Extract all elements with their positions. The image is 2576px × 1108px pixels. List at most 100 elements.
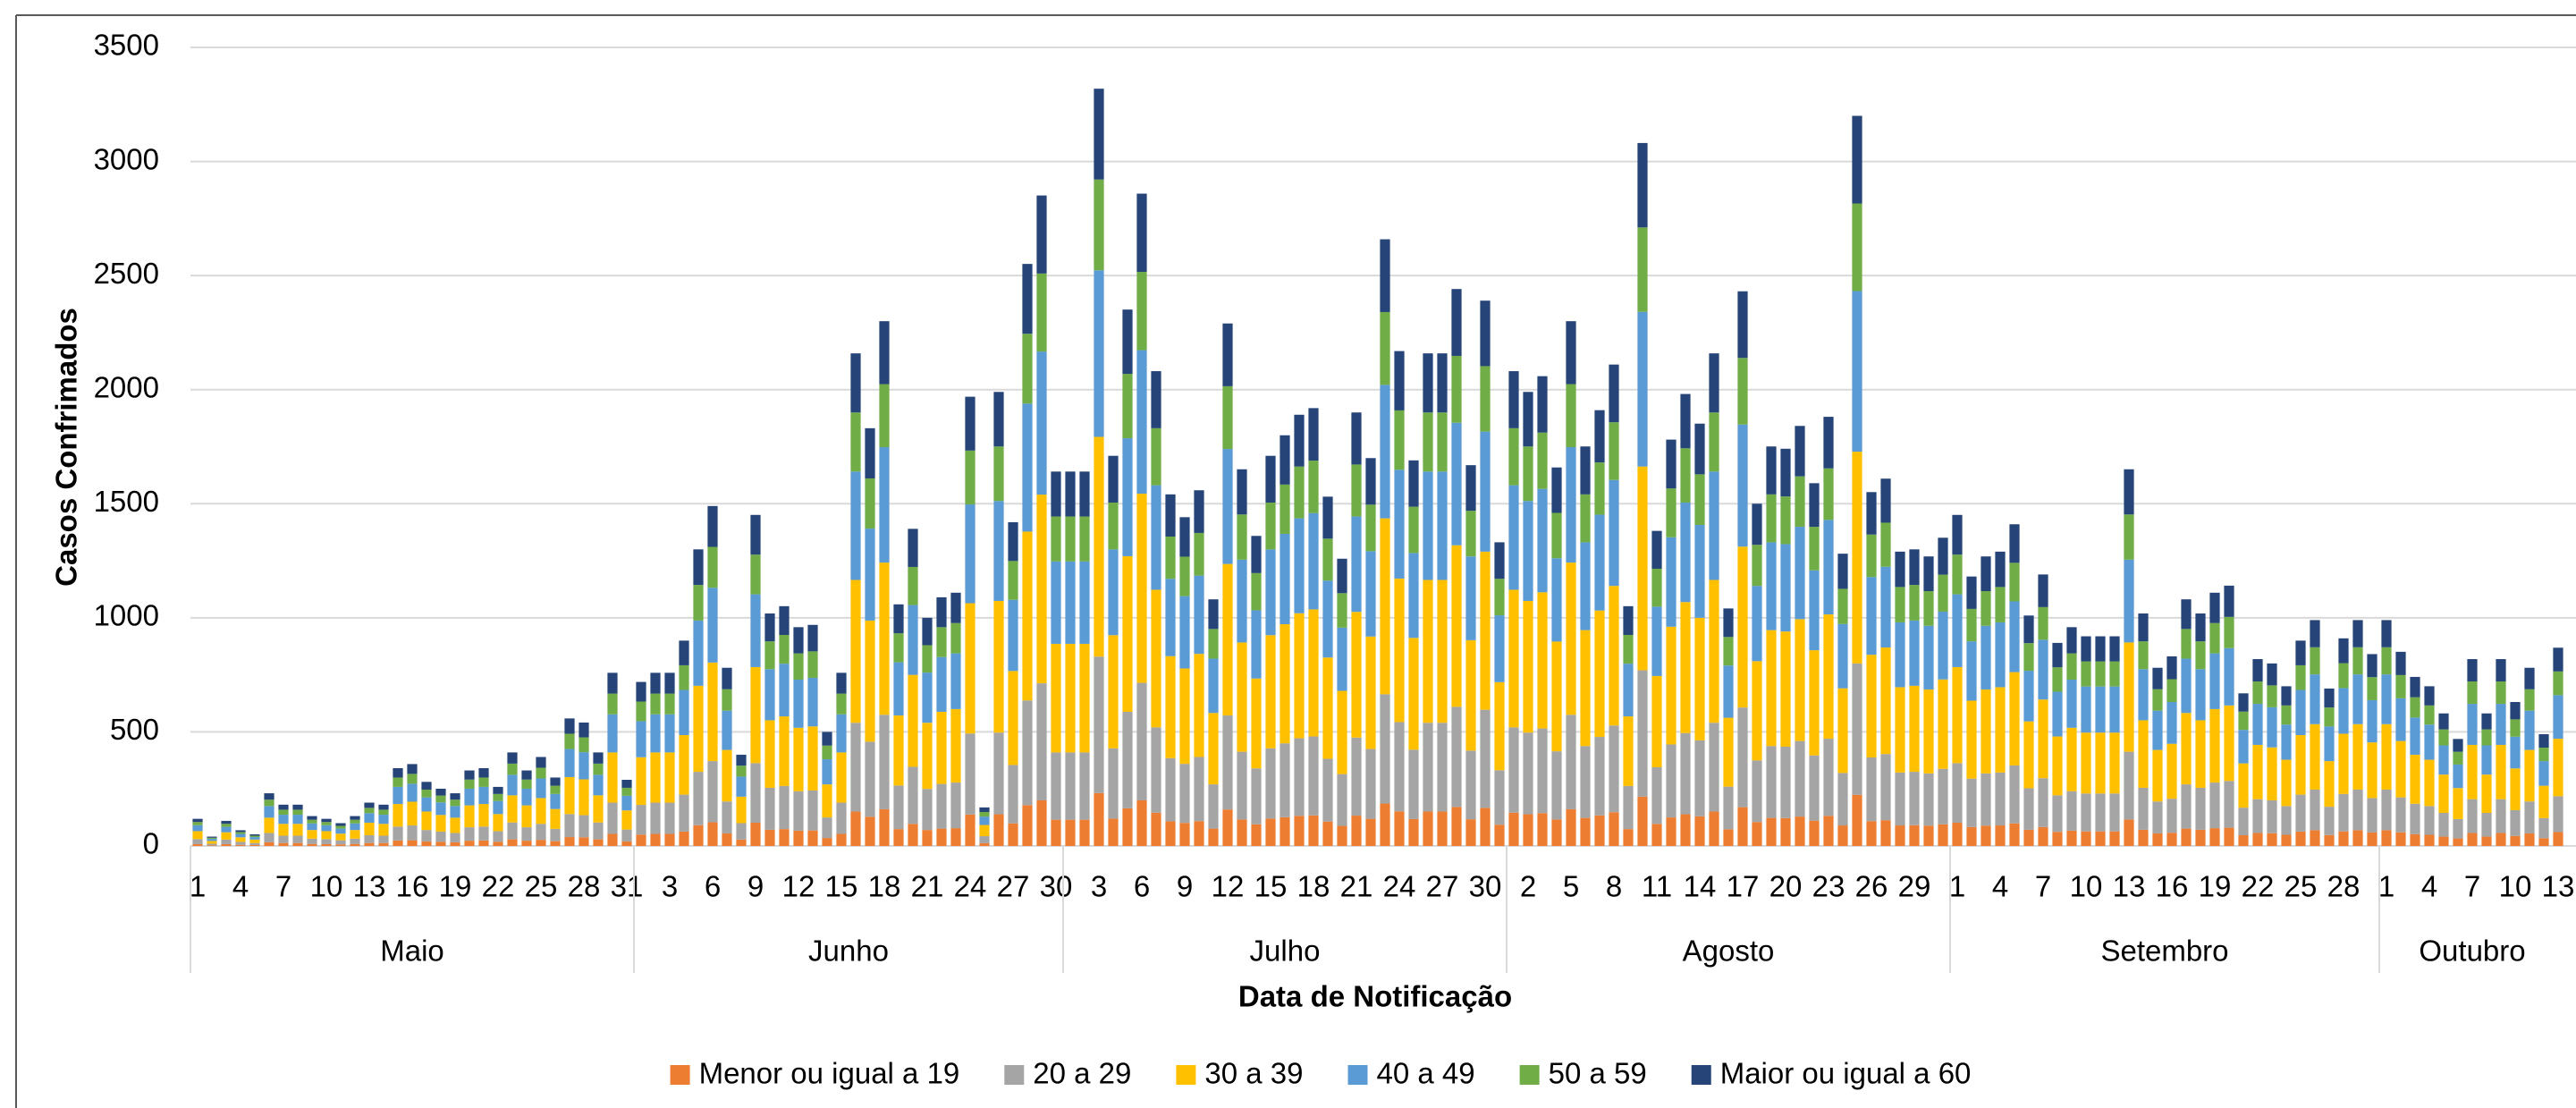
bar-segment	[2553, 832, 2563, 846]
bar-segment	[2281, 759, 2292, 807]
bar-segment	[2424, 806, 2435, 835]
bar-segment	[1280, 743, 1290, 817]
bar-segment	[1308, 461, 1319, 513]
y-axis-title: Casos Confrimados	[50, 308, 83, 587]
bar-segment	[764, 641, 775, 670]
bar-segment	[1566, 321, 1576, 385]
bar-segment	[1280, 435, 1290, 485]
x-tick-label: 19	[439, 870, 472, 903]
bar-segment	[793, 791, 804, 831]
bar-segment	[850, 811, 861, 846]
bar-segment	[650, 693, 661, 715]
bar-segment	[1465, 750, 1476, 820]
bar-segment	[1623, 785, 1634, 830]
bar-segment	[493, 831, 503, 842]
bar-segment	[2124, 642, 2134, 752]
bar-segment	[564, 733, 575, 749]
bar-segment	[979, 807, 990, 812]
x-tick-label: 4	[2421, 870, 2437, 903]
bar-segment	[1952, 763, 1963, 823]
x-tick-label: 6	[1134, 870, 1150, 903]
bar-segment	[1837, 554, 1848, 589]
bar-segment	[2410, 676, 2420, 698]
bar-segment	[2281, 806, 2292, 835]
bar-segment	[922, 789, 933, 831]
bar-segment	[2438, 774, 2449, 814]
bar-segment	[593, 752, 604, 764]
bar-segment	[650, 672, 661, 694]
x-tick-label: 2	[1520, 870, 1536, 903]
bar-segment	[1694, 617, 1705, 740]
bar-segment	[2467, 704, 2478, 745]
bar-segment	[722, 749, 732, 802]
bar-segment	[278, 835, 289, 843]
bar-segment	[2252, 799, 2263, 833]
bar-segment	[579, 815, 589, 838]
bar-segment	[2453, 838, 2463, 846]
bar-segment	[1981, 689, 1991, 774]
bar-segment	[2023, 671, 2034, 722]
bar-segment	[2166, 679, 2177, 703]
x-tick-label: 13	[353, 870, 386, 903]
bar-segment	[1308, 815, 1319, 846]
bar-segment	[1036, 351, 1047, 495]
bar-segment	[521, 770, 532, 780]
bar-segment	[521, 841, 532, 846]
bar-segment	[421, 830, 432, 842]
bar-segment	[1265, 635, 1276, 749]
bar-segment	[664, 672, 675, 694]
bar-segment	[793, 830, 804, 846]
bar-segment	[1437, 412, 1448, 472]
legend-swatch	[1519, 1065, 1540, 1085]
bar-segment	[2252, 833, 2263, 846]
bar-segment	[779, 605, 790, 635]
bar-segment	[1981, 591, 1991, 626]
bar-segment	[1465, 639, 1476, 751]
bar-segment	[2395, 651, 2406, 675]
bar-segment	[2352, 647, 2363, 675]
bar-segment	[1237, 819, 1247, 846]
bar-segment	[335, 844, 346, 846]
bar-segment	[478, 786, 489, 805]
bar-segment	[1480, 808, 1491, 846]
bar-segment	[207, 837, 217, 840]
bar-segment	[2510, 719, 2521, 737]
bar-segment	[2367, 798, 2378, 833]
bar-segment	[550, 793, 561, 809]
bar-segment	[1094, 179, 1104, 271]
bar-segment	[1651, 766, 1662, 825]
bar-segment	[1637, 670, 1648, 797]
bar-segment	[335, 828, 346, 834]
bar-segment	[1694, 525, 1705, 618]
x-tick-label: 30	[1469, 870, 1502, 903]
bar-segment	[1337, 593, 1347, 628]
bar-segment	[278, 842, 289, 846]
bar-segment	[2152, 833, 2163, 846]
bar-segment	[1108, 503, 1119, 550]
bar-segment	[1895, 622, 1905, 688]
bar-segment	[593, 763, 604, 775]
bar-segment	[1136, 193, 1147, 273]
bar-segment	[1194, 654, 1204, 757]
bar-segment	[764, 669, 775, 721]
bar-segment	[1809, 527, 1820, 571]
bar-segment	[865, 816, 875, 846]
y-tick-label: 2500	[94, 257, 159, 290]
bar-segment	[2138, 787, 2149, 830]
bar-segment	[1837, 588, 1848, 624]
bar-segment	[1666, 744, 1677, 818]
bar-segment	[1022, 805, 1033, 846]
bar-segment	[1051, 471, 1061, 517]
bar-segment	[2352, 620, 2363, 647]
bar-segment	[350, 816, 360, 820]
bar-segment	[1852, 203, 1862, 292]
bar-segment	[2496, 659, 2506, 682]
bar-segment	[1208, 658, 1219, 714]
bar-segment	[1909, 772, 1920, 825]
bar-segment	[1866, 534, 1877, 578]
bar-segment	[507, 774, 518, 796]
bar-segment	[478, 826, 489, 841]
bar-segment	[192, 818, 203, 823]
bar-segment	[2109, 686, 2120, 733]
bar-segment	[2281, 724, 2292, 760]
